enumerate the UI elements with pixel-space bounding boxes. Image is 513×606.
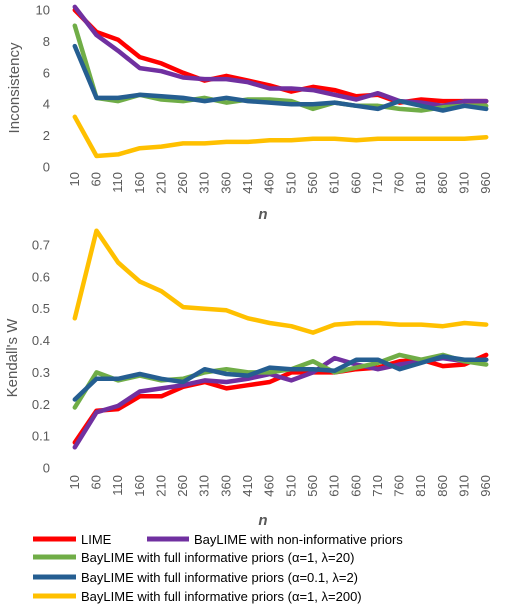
x-tick-label: 510 bbox=[283, 475, 298, 497]
x-tick-label: 910 bbox=[457, 172, 472, 194]
x-tick-label: 910 bbox=[457, 475, 472, 497]
legend-item-baylime-alpha1-lambda20: BayLIME with full informative priors (α=… bbox=[33, 550, 354, 565]
x-tick-label: 60 bbox=[88, 172, 103, 186]
legend-label: BayLIME with non-informative priors bbox=[194, 532, 403, 547]
legend-item-baylime-alpha0.1-lambda2: BayLIME with full informative priors (α=… bbox=[33, 570, 358, 585]
x-tick-label: 410 bbox=[240, 172, 255, 194]
x-tick-label: 760 bbox=[392, 475, 407, 497]
series-lines bbox=[72, 4, 489, 159]
y-tick-label: 2 bbox=[43, 128, 50, 143]
x-tick-label: 410 bbox=[240, 475, 255, 497]
y-tick-label: 0 bbox=[43, 461, 50, 476]
y-tick-label: 0.2 bbox=[32, 397, 50, 412]
x-tick-label: 610 bbox=[327, 475, 342, 497]
x-axis-title: n bbox=[258, 512, 267, 529]
x-tick-label: 710 bbox=[370, 172, 385, 194]
y-axis-title: Kendall's W bbox=[4, 318, 21, 398]
y-tick-label: 0.4 bbox=[32, 333, 50, 348]
x-tick-label: 460 bbox=[262, 172, 277, 194]
x-tick-label: 10 bbox=[67, 172, 82, 186]
y-axis-title: Inconsistency bbox=[6, 42, 23, 133]
x-tick-label: 610 bbox=[327, 172, 342, 194]
y-tick-labels: 0 0.1 0.2 0.3 0.4 0.5 0.6 0.7 bbox=[32, 238, 50, 476]
legend-label: BayLIME with full informative priors (α=… bbox=[81, 589, 362, 604]
legend-item-lime: LIME bbox=[33, 532, 112, 547]
y-tick-label: 4 bbox=[43, 97, 50, 112]
y-tick-label: 0.7 bbox=[32, 238, 50, 253]
x-tick-label: 10 bbox=[67, 475, 82, 489]
x-tick-label: 310 bbox=[197, 475, 212, 497]
x-tick-labels: 10 60 110 160 210 260 310 360 410 460 510 560 610 660… bbox=[67, 475, 493, 497]
y-tick-label: 0.3 bbox=[32, 365, 50, 380]
legend-label: LIME bbox=[81, 532, 112, 547]
x-tick-label: 810 bbox=[413, 172, 428, 194]
x-tick-label: 860 bbox=[435, 172, 450, 194]
y-tick-label: 10 bbox=[36, 3, 50, 18]
x-axis-title: n bbox=[258, 206, 267, 223]
x-tick-label: 660 bbox=[348, 475, 363, 497]
x-tick-label: 360 bbox=[218, 475, 233, 497]
x-tick-label: 510 bbox=[283, 172, 298, 194]
series-line-1 bbox=[72, 4, 489, 109]
legend: LIME BayLIME with non-informative priors… bbox=[33, 532, 403, 604]
x-tick-label: 60 bbox=[88, 475, 103, 489]
x-tick-label: 860 bbox=[435, 475, 450, 497]
kendalls-w-chart: 0 0.1 0.2 0.3 0.4 0.5 0.6 0.7 10 60 110 160 210 260 3… bbox=[4, 228, 493, 529]
x-tick-label: 260 bbox=[175, 172, 190, 194]
x-tick-label: 810 bbox=[413, 475, 428, 497]
x-tick-label: 710 bbox=[370, 475, 385, 497]
x-tick-label: 560 bbox=[305, 475, 320, 497]
legend-item-baylime-non-informative: BayLIME with non-informative priors bbox=[147, 532, 403, 547]
x-tick-label: 960 bbox=[478, 475, 493, 497]
x-tick-label: 110 bbox=[110, 475, 125, 496]
x-tick-label: 760 bbox=[392, 172, 407, 194]
x-tick-label: 560 bbox=[305, 172, 320, 194]
legend-item-baylime-alpha1-lambda200: BayLIME with full informative priors (α=… bbox=[33, 589, 362, 604]
series-lines bbox=[72, 228, 489, 450]
x-tick-label: 660 bbox=[348, 172, 363, 194]
series-line-3 bbox=[72, 354, 489, 402]
series-line-3 bbox=[72, 43, 489, 113]
y-tick-label: 0.6 bbox=[32, 269, 50, 284]
series-line-4 bbox=[72, 114, 489, 159]
x-tick-label: 210 bbox=[153, 475, 168, 497]
legend-label: BayLIME with full informative priors (α=… bbox=[81, 550, 354, 565]
y-tick-label: 8 bbox=[43, 34, 50, 49]
x-tick-label: 460 bbox=[262, 475, 277, 497]
x-tick-label: 360 bbox=[218, 172, 233, 194]
y-tick-label: 0 bbox=[43, 160, 50, 175]
x-tick-label: 210 bbox=[153, 172, 168, 194]
x-tick-label: 260 bbox=[175, 475, 190, 497]
x-tick-label: 310 bbox=[197, 172, 212, 194]
y-tick-label: 6 bbox=[43, 65, 50, 80]
x-tick-labels: 10 60 110 160 210 260 310 360 410 460 510 560 610 660… bbox=[67, 172, 493, 194]
y-tick-label: 0.1 bbox=[32, 429, 50, 444]
x-tick-label: 160 bbox=[132, 172, 147, 194]
y-tick-labels: 0 2 4 6 8 10 bbox=[36, 3, 50, 175]
y-tick-label: 0.5 bbox=[32, 301, 50, 316]
x-tick-label: 160 bbox=[132, 475, 147, 497]
x-tick-label: 960 bbox=[478, 172, 493, 194]
x-tick-label: 110 bbox=[110, 172, 125, 193]
legend-label: BayLIME with full informative priors (α=… bbox=[81, 570, 358, 585]
series-line-4 bbox=[72, 228, 489, 335]
